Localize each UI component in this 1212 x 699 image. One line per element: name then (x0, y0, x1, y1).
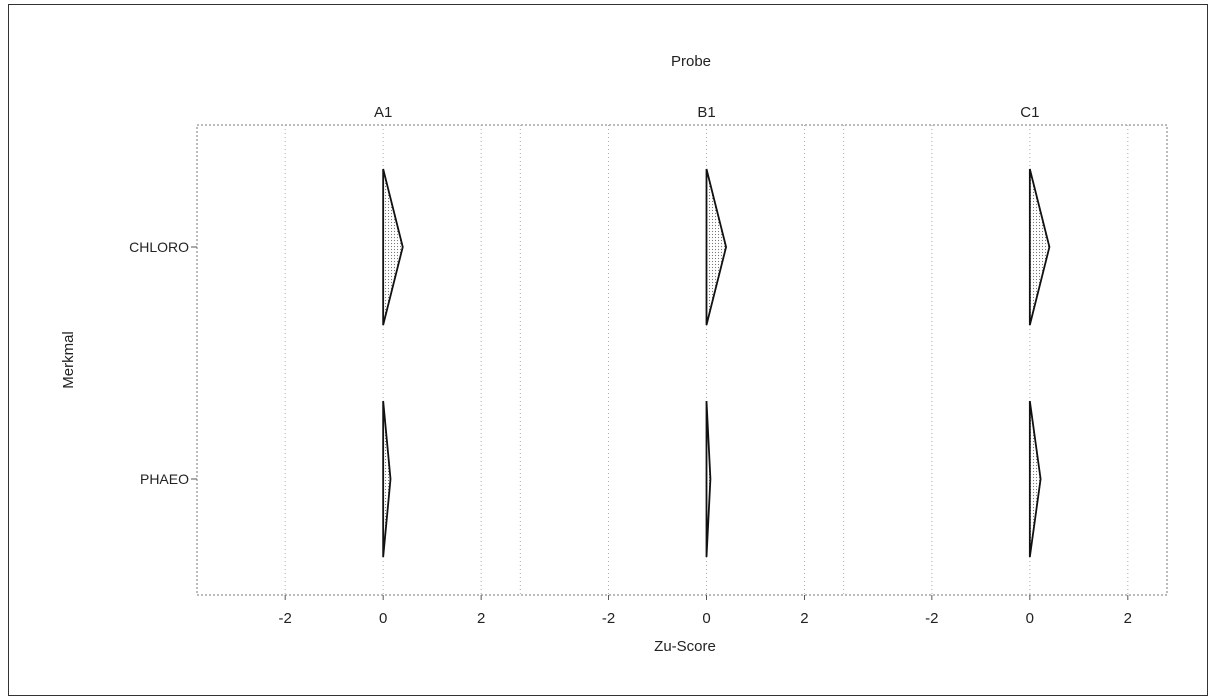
panels-group: CHLORO PHAEO A1 -2 0 2 B1 -2 0 2 C1 -2 0 2 (129, 104, 1132, 627)
chart-title: Probe (671, 53, 711, 70)
x-axis-label: Zu-Score (654, 638, 716, 655)
y-axis-label: Merkmal (60, 331, 77, 389)
plot-area (196, 124, 1168, 596)
mark-b1-chloro (705, 168, 728, 326)
mark-a1-phaeo (382, 400, 392, 558)
x-tick-label: 0 (1026, 610, 1034, 627)
mark-c1-phaeo (1028, 400, 1042, 558)
mark-b1-phaeo (705, 400, 712, 558)
x-tick-label: -2 (602, 610, 615, 627)
panel-header-b1: B1 (697, 104, 715, 121)
x-tick-label: -2 (279, 610, 292, 627)
chart-canvas: Probe Merkmal Zu-Score CHLORO PHAEO A1 -2 0 2… (60, 53, 1168, 655)
x-tick-label: 2 (477, 610, 485, 627)
x-tick-label: 0 (702, 610, 710, 627)
panel-header-c1: C1 (1020, 104, 1039, 121)
mark-a1-chloro (382, 168, 404, 326)
chart-frame: Probe Merkmal Zu-Score CHLORO PHAEO A1 -2 0 2… (8, 4, 1208, 696)
row-label-chloro: CHLORO (129, 239, 189, 255)
row-label-phaeo: PHAEO (140, 471, 189, 487)
x-tick-label: 2 (800, 610, 808, 627)
x-tick-label: 0 (379, 610, 387, 627)
panel-header-a1: A1 (374, 104, 392, 121)
x-tick-label: 2 (1124, 610, 1132, 627)
mark-c1-chloro (1028, 168, 1051, 326)
x-tick-label: -2 (925, 610, 938, 627)
